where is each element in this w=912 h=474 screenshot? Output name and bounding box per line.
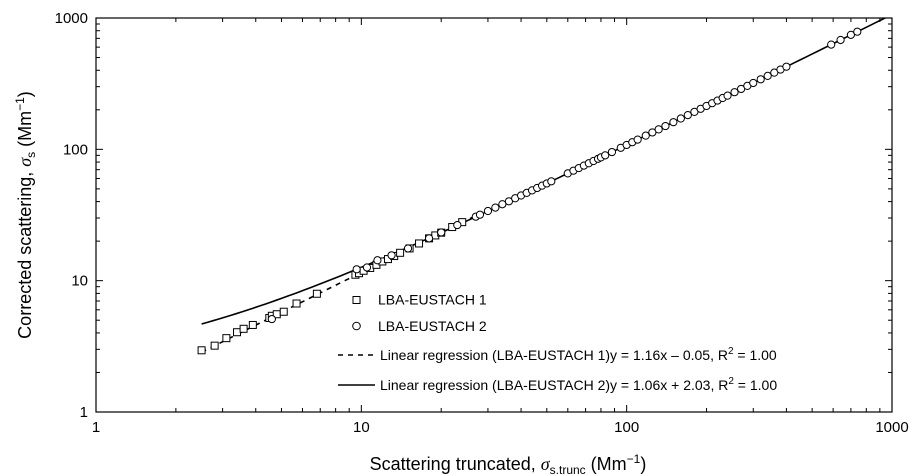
data-point-series-2: [403, 244, 413, 253]
data-point-series-2: [424, 234, 434, 243]
legend-label-regression-2: Linear regression (LBA-EUSTACH 2)y = 1.0…: [380, 376, 777, 393]
legend-label-series-2: LBA-EUSTACH 2: [378, 318, 487, 334]
data-point-series-1: [233, 328, 242, 337]
data-point-series-2: [362, 263, 372, 272]
legend-label-series-1: LBA-EUSTACH 1: [378, 292, 487, 308]
data-point-series-2: [827, 40, 836, 49]
y-tick-label: 100: [63, 141, 88, 158]
y-axis-title-subscript: s: [24, 152, 38, 158]
data-point-series-2: [723, 91, 732, 100]
data-point-series-2: [654, 125, 663, 134]
data-point-series-1: [222, 334, 231, 343]
x-axis-title-subscript: s,trunc: [550, 463, 586, 474]
x-axis-title-unit: (Mm: [586, 454, 627, 474]
x-axis-title-symbol: σ: [541, 454, 551, 474]
data-point-series-1: [312, 289, 321, 298]
y-tick-label: 10: [71, 273, 88, 290]
x-axis-title-unit-superscript: −1: [627, 452, 641, 466]
data-point-series-2: [607, 147, 617, 157]
data-point-series-2: [749, 78, 758, 88]
data-points: [197, 27, 862, 355]
legend-regression-2-equation: y = 1.06x + 2.03, R: [610, 377, 728, 393]
y-tick-label: 1000: [55, 10, 88, 27]
y-axis-title: Corrected scattering, σs (Mm−1): [13, 91, 38, 339]
data-point-series-2: [763, 71, 772, 80]
data-point-series-2: [641, 131, 650, 140]
legend-regression-1-equation: y = 1.16x – 0.05, R: [610, 347, 728, 363]
x-axis-title-unit-close: ): [640, 454, 646, 474]
x-axis-title-main: Scattering truncated,: [370, 454, 541, 474]
data-point-series-2: [846, 30, 855, 39]
data-point-series-2: [267, 314, 276, 324]
legend-regression-2-label: Linear regression (LBA-EUSTACH 2): [380, 377, 610, 393]
legend-label-regression-1: Linear regression (LBA-EUSTACH 1)y = 1.1…: [380, 346, 777, 363]
data-point-series-2: [491, 203, 500, 212]
legend-regression-1-r2: = 1.00: [734, 347, 777, 363]
data-point-series-2: [483, 206, 493, 216]
data-point-series-1: [415, 239, 424, 248]
data-point-series-1: [396, 248, 405, 257]
legend-regression-1-r2-sup: 2: [728, 346, 734, 357]
regression-line-2: [201, 18, 887, 325]
y-axis-title-unit: (Mm: [15, 111, 35, 152]
data-point-series-2: [836, 35, 845, 45]
x-tick-label: 1000: [875, 419, 908, 436]
legend-regression-1-label: Linear regression (LBA-EUSTACH 1): [380, 347, 610, 363]
data-point-series-2: [547, 177, 556, 186]
legend-regression-2-r2-sup: 2: [728, 376, 734, 387]
data-point-series-1: [279, 307, 288, 316]
data-point-series-2: [498, 200, 507, 209]
plot-frame: [95, 17, 893, 413]
x-tick-label: 1: [92, 419, 100, 436]
data-point-series-2: [387, 251, 396, 260]
data-point-series-2: [437, 228, 446, 237]
legend-regression-2-r2: = 1.00: [734, 377, 777, 393]
data-point-series-2: [782, 62, 791, 71]
y-axis-title-unit-superscript: −1: [13, 97, 27, 111]
y-axis-title-main: Corrected scattering,: [15, 167, 35, 339]
axis-ticks: 1 10 100 1000 1 10 100 1000: [55, 10, 909, 436]
data-point-series-2: [475, 210, 485, 219]
y-axis-title-symbol: σ: [15, 157, 35, 167]
y-tick-label: 1: [80, 404, 88, 421]
data-point-series-1: [239, 324, 248, 333]
data-point-series-2: [683, 111, 692, 120]
data-point-series-2: [601, 151, 610, 160]
data-point-series-2: [730, 88, 739, 97]
data-point-series-2: [756, 75, 765, 84]
data-point-series-1: [248, 320, 257, 329]
data-point-series-2: [676, 114, 685, 123]
data-point-series-2: [853, 27, 862, 36]
x-tick-label: 10: [353, 419, 370, 436]
data-point-series-1: [197, 346, 206, 355]
data-point-series-1: [210, 341, 219, 350]
legend: LBA-EUSTACH 1 LBA-EUSTACH 2 Linear regre…: [338, 292, 777, 393]
data-point-series-2: [661, 121, 670, 131]
y-axis-title-unit-close: ): [15, 91, 35, 97]
data-point-series-2: [453, 220, 462, 230]
legend-square-marker-icon: [352, 296, 361, 304]
plot-axes: [95, 17, 893, 413]
data-point-series-2: [633, 135, 642, 144]
data-point-series-2: [352, 265, 361, 274]
data-point-series-2: [669, 118, 678, 127]
legend-circle-marker-icon: [352, 321, 361, 331]
x-tick-label: 100: [614, 419, 639, 436]
data-point-series-1: [292, 299, 301, 308]
x-axis-title: Scattering truncated, σs,trunc (Mm−1): [370, 452, 647, 474]
data-point-series-2: [373, 256, 382, 265]
